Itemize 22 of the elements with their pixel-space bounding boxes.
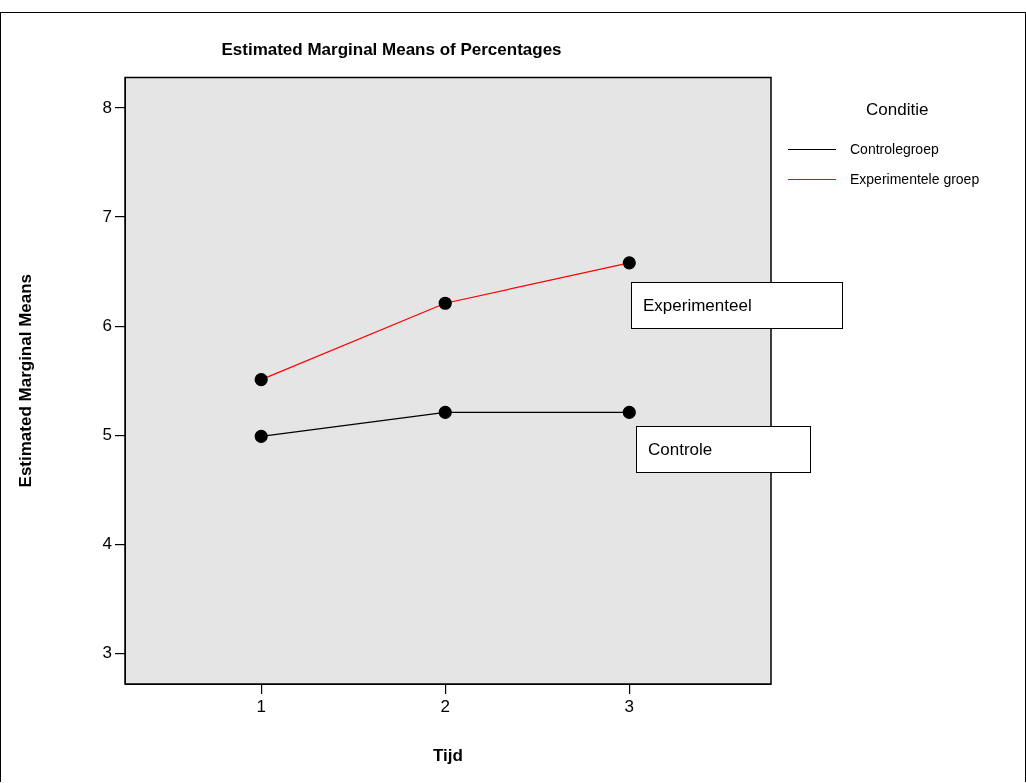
- y-tick-label: 6: [102, 315, 112, 335]
- x-axis-title: Tijd: [433, 746, 463, 766]
- point: [622, 405, 636, 419]
- y-tick-label: 7: [102, 206, 112, 226]
- y-tick-label: 4: [102, 534, 112, 554]
- x-tick-label: 3: [624, 696, 635, 716]
- label-box: Experimenteel: [631, 282, 843, 329]
- legend-label: Controlegroep: [850, 141, 939, 157]
- y-tick-label: 3: [102, 643, 112, 663]
- point: [254, 429, 268, 443]
- chart-title: Estimated Marginal Means of Percentages: [221, 39, 562, 59]
- annotation: Controle: [648, 439, 713, 460]
- annotation: Experimenteel: [643, 295, 752, 316]
- point: [438, 405, 452, 419]
- label-box: Controle: [636, 426, 811, 473]
- y-tick-label: 5: [102, 424, 112, 444]
- legend-label: Experimentele groep: [850, 171, 980, 187]
- legend-title: Conditie: [866, 100, 930, 120]
- x-tick-label: 2: [440, 696, 450, 716]
- y-tick-label: 8: [102, 97, 112, 117]
- y-axis-title: Estimated Marginal Means: [15, 273, 35, 488]
- x-tick-label: 1: [256, 696, 266, 716]
